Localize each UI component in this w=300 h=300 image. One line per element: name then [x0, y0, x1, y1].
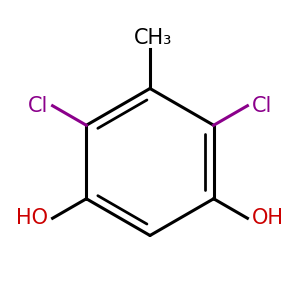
Text: HO: HO: [16, 208, 48, 228]
Text: Cl: Cl: [28, 96, 48, 116]
Text: OH: OH: [252, 208, 284, 228]
Text: CH₃: CH₃: [134, 28, 172, 48]
Text: Cl: Cl: [252, 96, 272, 116]
